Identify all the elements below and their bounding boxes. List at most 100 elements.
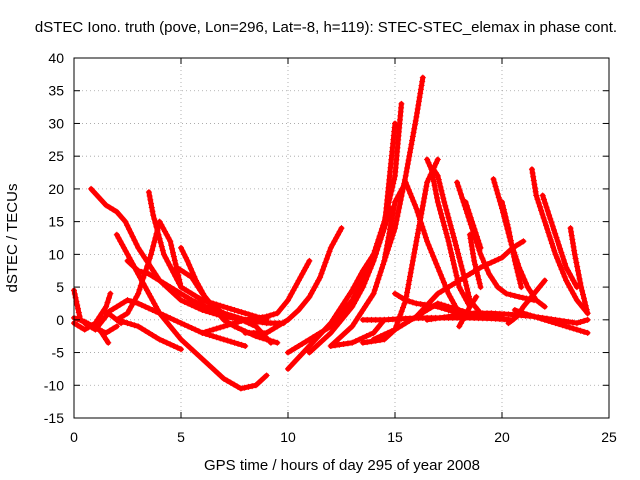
series-markers xyxy=(252,374,267,389)
y-tick-label: 40 xyxy=(48,50,64,66)
series-markers xyxy=(327,340,351,349)
series-end-marker xyxy=(541,303,548,310)
series-markers xyxy=(274,300,289,317)
series-markers xyxy=(456,307,470,316)
series-end-marker xyxy=(477,284,484,291)
y-tick-label: 35 xyxy=(48,83,64,99)
y-tick-label: 10 xyxy=(48,246,64,262)
y-tick-label: -5 xyxy=(52,345,65,361)
series-end-marker xyxy=(178,346,184,353)
series-markers xyxy=(413,205,429,241)
x-tick-label: 15 xyxy=(387,429,403,445)
series-markers xyxy=(554,238,568,267)
series-markers xyxy=(145,271,170,288)
series-markers xyxy=(516,264,529,287)
series-markers xyxy=(509,240,523,251)
series-markers xyxy=(295,297,310,313)
series-markers xyxy=(156,310,182,340)
series-markers xyxy=(488,315,512,323)
series-end-marker xyxy=(113,323,120,330)
series-markers xyxy=(285,338,309,356)
y-tick-label: 0 xyxy=(56,312,64,328)
y-axis-label: dSTEC / TECUs xyxy=(4,184,21,293)
series-markers xyxy=(199,356,224,379)
series-markers xyxy=(295,261,311,284)
plot-area-frame xyxy=(73,57,610,419)
series-markers xyxy=(124,293,140,317)
series-markers xyxy=(338,290,354,310)
series-end-marker xyxy=(518,284,525,291)
series-markers xyxy=(413,78,426,120)
series-markers xyxy=(160,251,183,287)
series-arc-11 xyxy=(113,316,184,353)
series-markers xyxy=(167,284,192,301)
series-markers xyxy=(359,316,384,323)
series-markers xyxy=(145,189,156,215)
series-arc-31 xyxy=(499,199,525,291)
series-markers xyxy=(370,328,395,343)
series-markers xyxy=(285,345,310,372)
series-markers xyxy=(274,319,288,330)
series-markers xyxy=(88,185,107,206)
series-markers xyxy=(546,212,560,241)
series-arc-18 xyxy=(306,120,398,356)
series-markers xyxy=(263,311,277,320)
series-markers xyxy=(466,314,491,322)
y-tick-label: 15 xyxy=(48,214,64,230)
series-arc-14 xyxy=(199,257,313,336)
series-markers xyxy=(349,287,365,310)
series-arc-13 xyxy=(173,264,287,327)
series-markers xyxy=(528,166,539,195)
series-markers xyxy=(81,320,95,331)
series-markers xyxy=(392,315,416,333)
series-end-marker xyxy=(584,329,591,336)
series-end-marker xyxy=(584,310,591,317)
gridlines xyxy=(74,58,609,418)
series-markers xyxy=(469,218,483,248)
series-markers xyxy=(188,274,204,294)
series-markers xyxy=(210,303,224,315)
series-markers xyxy=(434,172,447,202)
series-arc-08 xyxy=(113,218,184,323)
y-tick-label: 25 xyxy=(48,148,64,164)
series-markers xyxy=(531,313,555,323)
series-arc-36 xyxy=(567,225,591,317)
series-markers xyxy=(488,310,512,318)
series-markers xyxy=(573,317,588,327)
series-markers xyxy=(402,117,419,179)
series-markers xyxy=(533,297,545,308)
series-end-marker xyxy=(306,257,313,264)
series-markers xyxy=(539,192,551,215)
series-markers xyxy=(92,307,107,327)
series-markers xyxy=(462,199,474,221)
series-markers xyxy=(392,182,407,205)
series-markers xyxy=(486,271,499,287)
series-markers xyxy=(466,231,477,261)
series-markers xyxy=(402,297,416,306)
x-tick-label: 25 xyxy=(601,429,617,445)
series-markers xyxy=(370,320,385,336)
series-markers xyxy=(563,264,579,287)
series-markers xyxy=(359,261,376,291)
series-arc-39 xyxy=(413,238,527,320)
series-markers xyxy=(199,290,214,307)
x-tick-label: 10 xyxy=(280,429,296,445)
series-markers xyxy=(456,266,481,284)
series-markers xyxy=(103,305,117,317)
series-end-marker xyxy=(419,74,426,81)
series-markers xyxy=(451,238,466,273)
series-end-marker xyxy=(242,343,249,349)
series-markers xyxy=(113,316,138,329)
y-tick-label: -15 xyxy=(44,410,64,426)
series-markers xyxy=(392,104,405,179)
series-markers xyxy=(434,303,459,316)
series-markers xyxy=(135,267,149,276)
series-markers xyxy=(434,300,448,309)
series-markers xyxy=(567,225,578,254)
series-markers xyxy=(188,297,213,312)
series-end-marker xyxy=(584,316,591,323)
series-markers xyxy=(381,315,405,323)
series-markers xyxy=(237,383,256,392)
y-tick-label: 5 xyxy=(56,279,64,295)
series-markers xyxy=(156,336,181,351)
